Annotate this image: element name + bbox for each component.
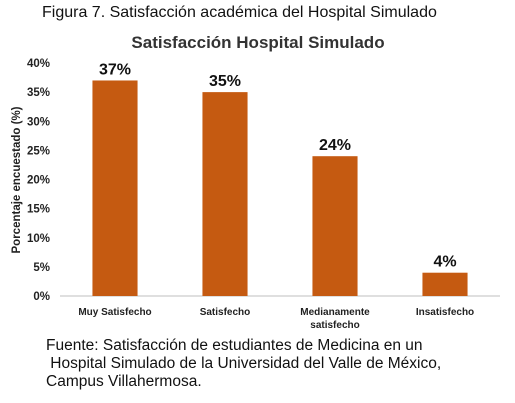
y-tick-label: 15% — [27, 204, 50, 216]
data-label: 4% — [433, 254, 456, 271]
bar — [312, 156, 358, 296]
category-label: Satisfecho — [200, 307, 251, 318]
category-label: Medianamente satisfecho — [300, 307, 370, 331]
y-tick-label: 10% — [27, 233, 50, 245]
y-tick-label: 20% — [27, 175, 50, 187]
source-line: Hospital Simulado de la Universidad del … — [46, 355, 442, 372]
bar — [422, 272, 468, 296]
data-labels: 37% 35% 24% 4% — [99, 61, 457, 270]
data-label: 35% — [209, 73, 241, 90]
bars — [92, 80, 468, 296]
bar-chart: Satisfacción Hospital Simulado Porcentaj… — [11, 33, 500, 331]
source-line: Fuente: Satisfacción de estudiantes de M… — [46, 337, 423, 354]
chart-title: Satisfacción Hospital Simulado — [131, 33, 384, 52]
category-label: Insatisfecho — [416, 307, 474, 318]
y-tick-label: 25% — [27, 145, 50, 157]
data-label: 37% — [99, 61, 131, 78]
y-tick-label: 35% — [27, 87, 50, 99]
y-tick-label: 5% — [33, 262, 50, 274]
figure-source: Fuente: Satisfacción de estudiantes de M… — [46, 337, 506, 391]
y-tick-label: 40% — [27, 58, 50, 70]
y-axis-label: Porcentaje encuestado (%) — [11, 106, 23, 253]
y-tick-label: 0% — [33, 291, 50, 303]
y-tick-label: 30% — [27, 116, 50, 128]
y-axis-ticks: 0% 5% 10% 15% 20% 25% 30% 35% 40% — [27, 58, 50, 303]
source-line: Campus Villahermosa. — [46, 373, 202, 390]
category-label: Muy Satisfecho — [78, 307, 151, 318]
category-labels: Muy Satisfecho Satisfecho Medianamente sati… — [78, 307, 474, 331]
bar — [92, 80, 138, 296]
data-label: 24% — [319, 137, 351, 154]
bar — [202, 92, 248, 296]
figure-caption: Figura 7. Satisfacción académica del Hos… — [42, 4, 437, 21]
